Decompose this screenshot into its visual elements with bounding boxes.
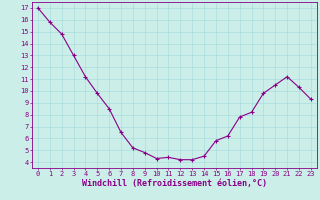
X-axis label: Windchill (Refroidissement éolien,°C): Windchill (Refroidissement éolien,°C) (82, 179, 267, 188)
